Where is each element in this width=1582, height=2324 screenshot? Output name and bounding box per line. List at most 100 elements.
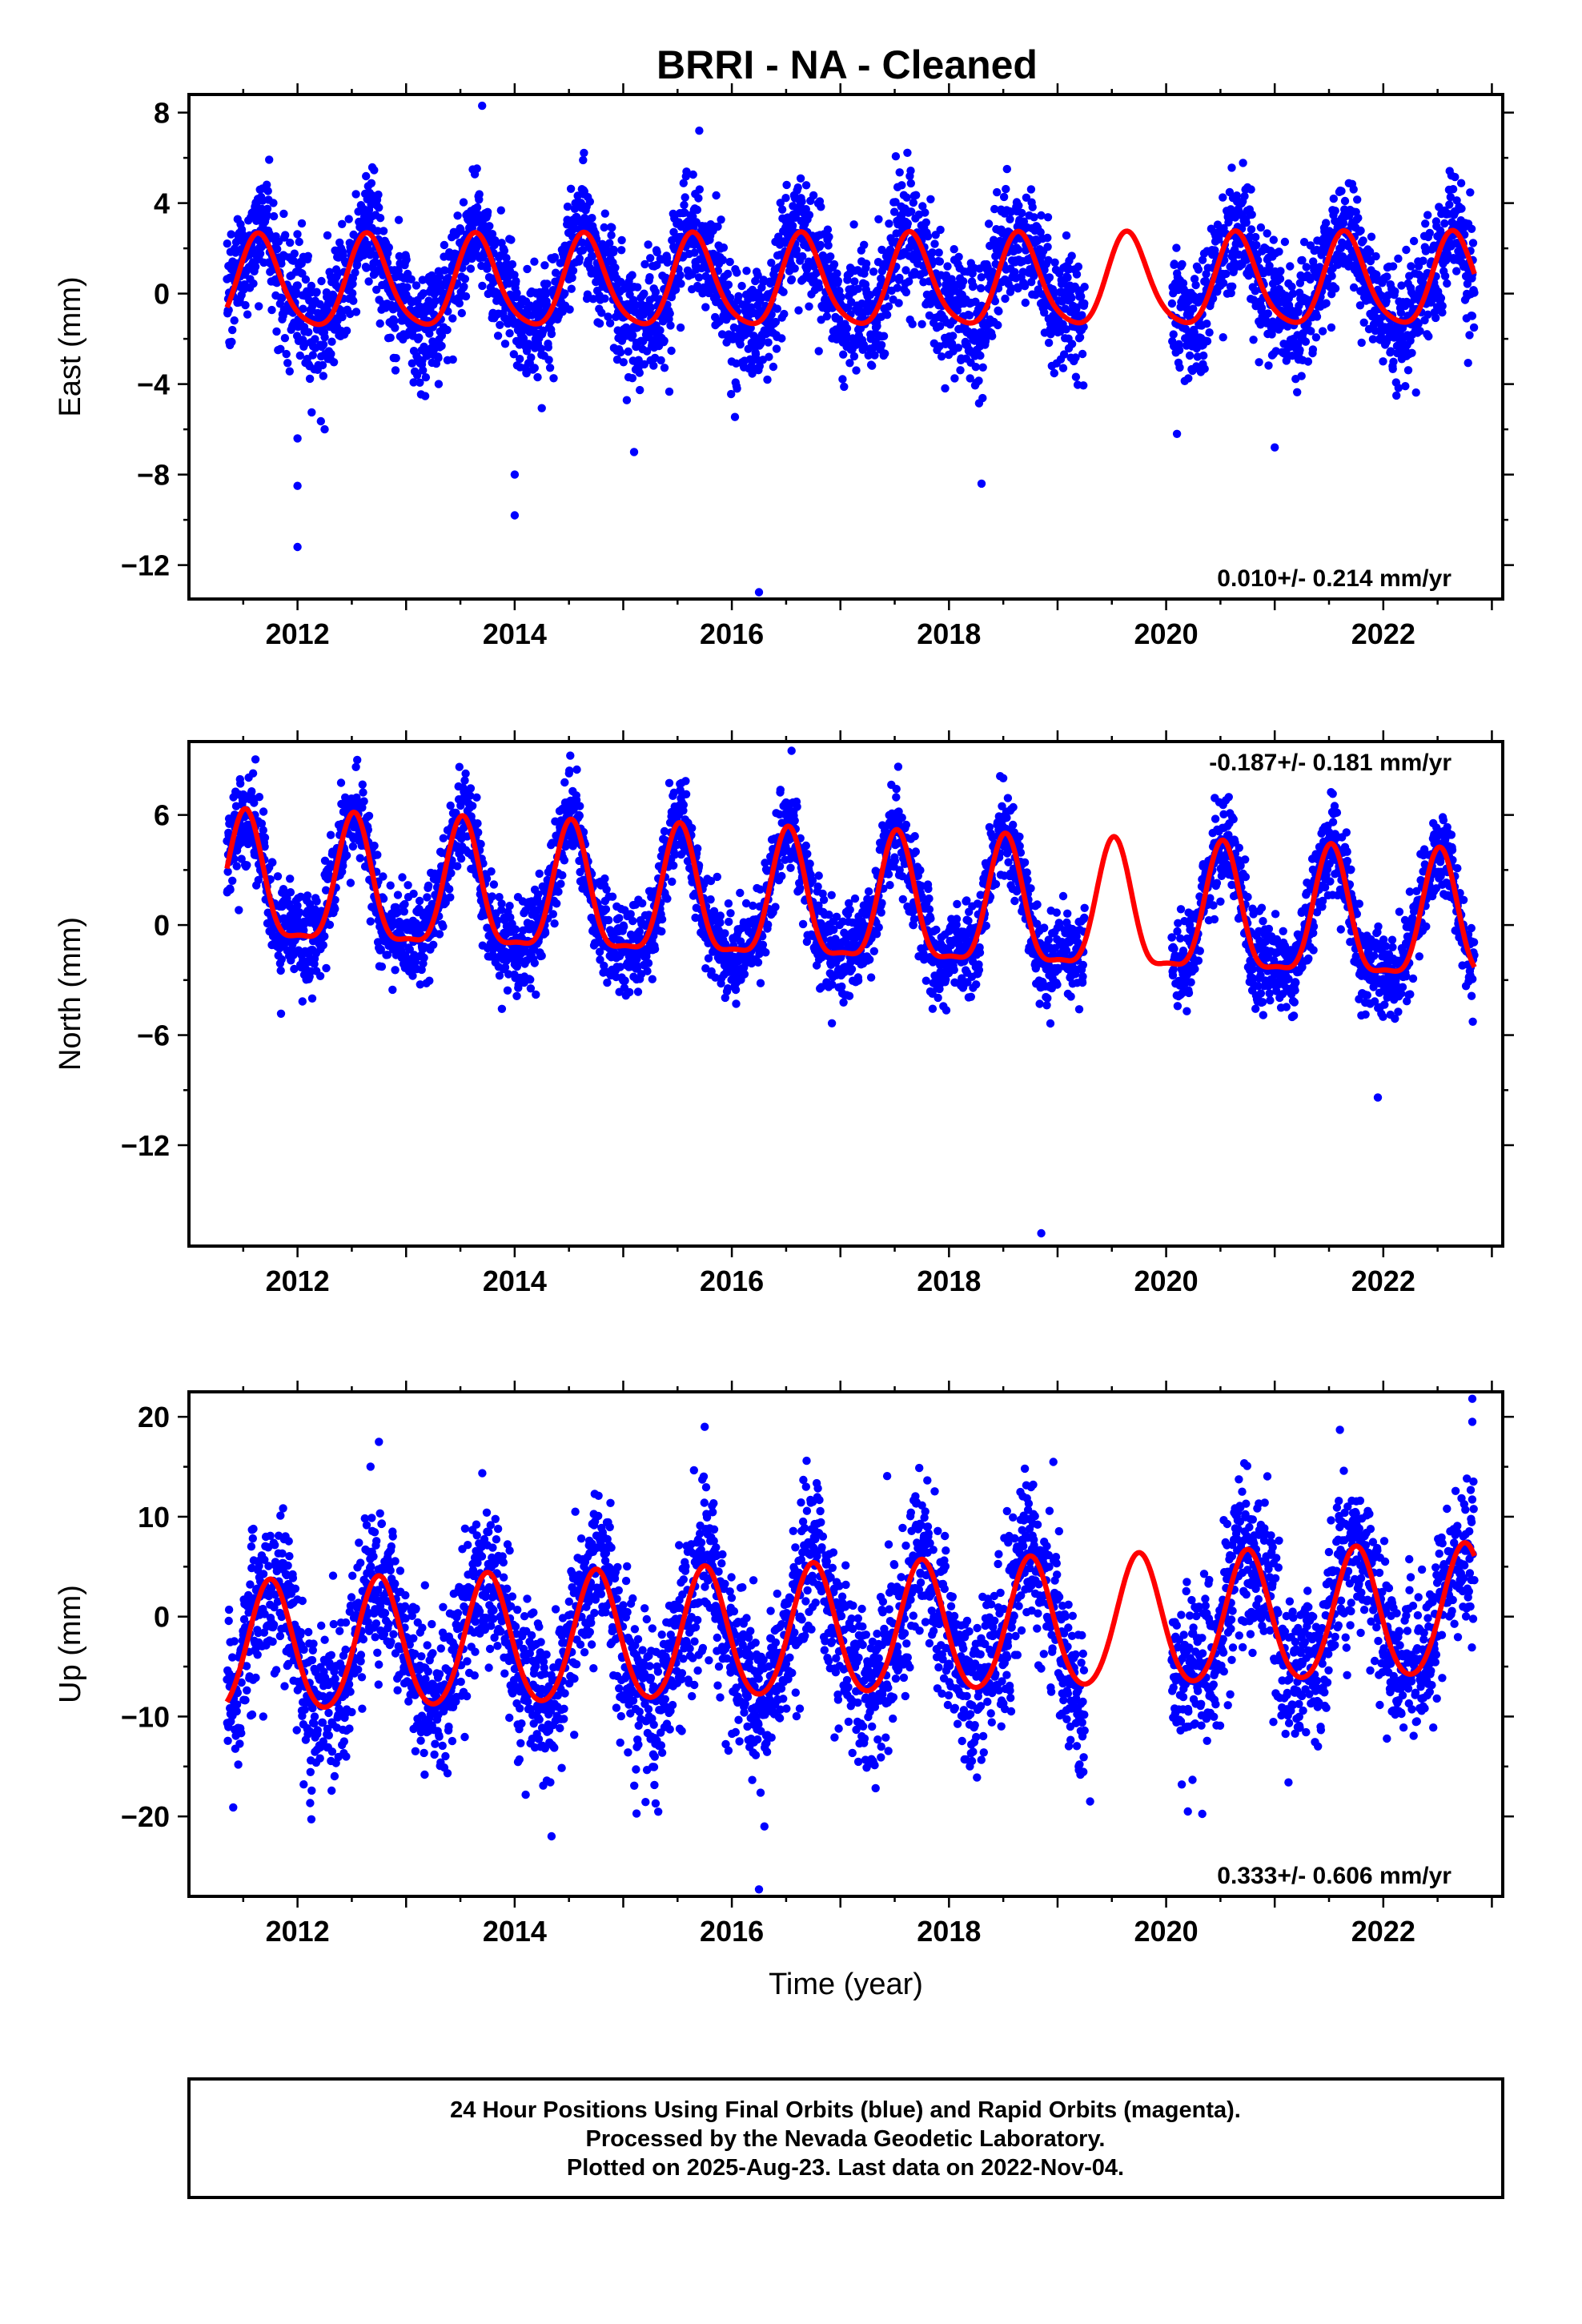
east-obs-point <box>917 320 926 328</box>
east-obs-point <box>822 312 832 321</box>
east-obs-point <box>488 230 497 239</box>
north-obs-point <box>290 964 299 974</box>
east-obs-point <box>263 180 271 189</box>
east-obs-point <box>956 366 965 375</box>
east-obs-point <box>323 231 332 240</box>
east-obs-point <box>1355 301 1365 310</box>
east-obs-point <box>1043 233 1052 243</box>
east-obs-point <box>339 251 347 259</box>
east-obs-point <box>241 300 250 310</box>
east-obs-point <box>1043 213 1053 222</box>
east-obs-point <box>1431 313 1440 323</box>
east-obs-point <box>460 282 468 292</box>
east-obs-point <box>493 332 503 340</box>
east-obs-point <box>667 346 676 356</box>
east-obs-point <box>1383 272 1391 281</box>
east-obs-point <box>394 215 404 224</box>
north-obs-point <box>276 966 285 975</box>
north-obs-point <box>339 861 347 870</box>
east-obs-point <box>1443 279 1452 288</box>
east-obs-point <box>1172 243 1181 252</box>
east-outlier-point <box>510 470 520 479</box>
east-obs-point <box>840 382 849 392</box>
east-obs-point <box>1200 364 1209 373</box>
east-obs-point <box>652 247 661 257</box>
east-obs-point <box>496 320 504 329</box>
east-obs-point <box>805 302 813 311</box>
north-obs-point <box>404 881 412 890</box>
east-obs-point <box>780 309 789 319</box>
east-obs-point <box>999 192 1009 202</box>
east-obs-point <box>730 412 740 421</box>
north-obs-point <box>303 891 312 900</box>
east-obs-point <box>540 261 549 270</box>
north-obs-point <box>488 892 496 901</box>
east-obs-point <box>352 259 362 269</box>
east-obs-point <box>351 268 359 277</box>
north-obs-point <box>600 874 609 883</box>
east-obs-point <box>367 179 376 187</box>
east-obs-point <box>512 288 521 298</box>
east-obs-point <box>344 215 353 223</box>
east-obs-point <box>338 219 347 228</box>
east-obs-point <box>512 276 520 286</box>
east-obs-point <box>966 374 974 383</box>
east-obs-point <box>265 155 274 164</box>
east-obs-point <box>812 268 821 278</box>
north-obs-point <box>322 963 331 973</box>
east-obs-point <box>1367 232 1376 241</box>
east-obs-point <box>959 277 968 286</box>
east-obs-point <box>976 351 985 360</box>
east-obs-point <box>885 219 893 228</box>
east-obs-point <box>895 168 904 177</box>
north-obs-point <box>575 811 584 820</box>
east-xtick-label: 2012 <box>266 617 330 650</box>
east-obs-point <box>580 148 588 158</box>
east-obs-point <box>1242 218 1251 227</box>
east-obs-point <box>1401 382 1410 391</box>
north-obs-point <box>466 784 476 793</box>
north-obs-point <box>351 762 360 771</box>
east-obs-point <box>737 281 746 291</box>
east-obs-point <box>456 225 465 234</box>
east-obs-point <box>1280 237 1290 247</box>
east-obs-point <box>990 204 999 214</box>
north-obs-point <box>312 897 321 906</box>
east-obs-point <box>986 241 994 251</box>
north-obs-point <box>394 907 403 916</box>
east-obs-point <box>849 220 858 229</box>
east-obs-point <box>1189 304 1198 313</box>
east-obs-point <box>440 266 449 275</box>
east-obs-point <box>617 235 626 245</box>
east-obs-point <box>1263 229 1271 238</box>
east-obs-point <box>295 351 304 360</box>
east-obs-point <box>1331 207 1339 215</box>
east-obs-point <box>536 344 546 353</box>
east-obs-point <box>1311 333 1321 342</box>
east-obs-point <box>434 353 443 363</box>
east-obs-point <box>342 326 351 336</box>
east-obs-point <box>279 209 288 219</box>
north-obs-point <box>377 962 387 971</box>
east-obs-point <box>1391 287 1399 296</box>
east-obs-point <box>1205 328 1214 337</box>
east-obs-point <box>950 374 959 383</box>
north-obs-point <box>483 923 492 932</box>
east-obs-point <box>437 341 446 351</box>
east-obs-point <box>1026 185 1036 194</box>
east-obs-point <box>988 332 997 340</box>
east-obs-point <box>267 305 276 315</box>
east-obs-point <box>255 302 263 311</box>
east-obs-point <box>930 239 939 248</box>
east-obs-point <box>906 179 916 188</box>
east-obs-point <box>920 267 930 277</box>
east-obs-point <box>1199 351 1208 360</box>
east-obs-point <box>1308 345 1318 354</box>
east-obs-point <box>1394 384 1403 392</box>
east-obs-point <box>893 283 902 292</box>
north-obs-point <box>596 955 604 964</box>
east-obs-point <box>640 259 649 269</box>
east-obs-point <box>733 384 741 393</box>
east-obs-point <box>249 279 258 288</box>
east-obs-point <box>694 273 704 282</box>
